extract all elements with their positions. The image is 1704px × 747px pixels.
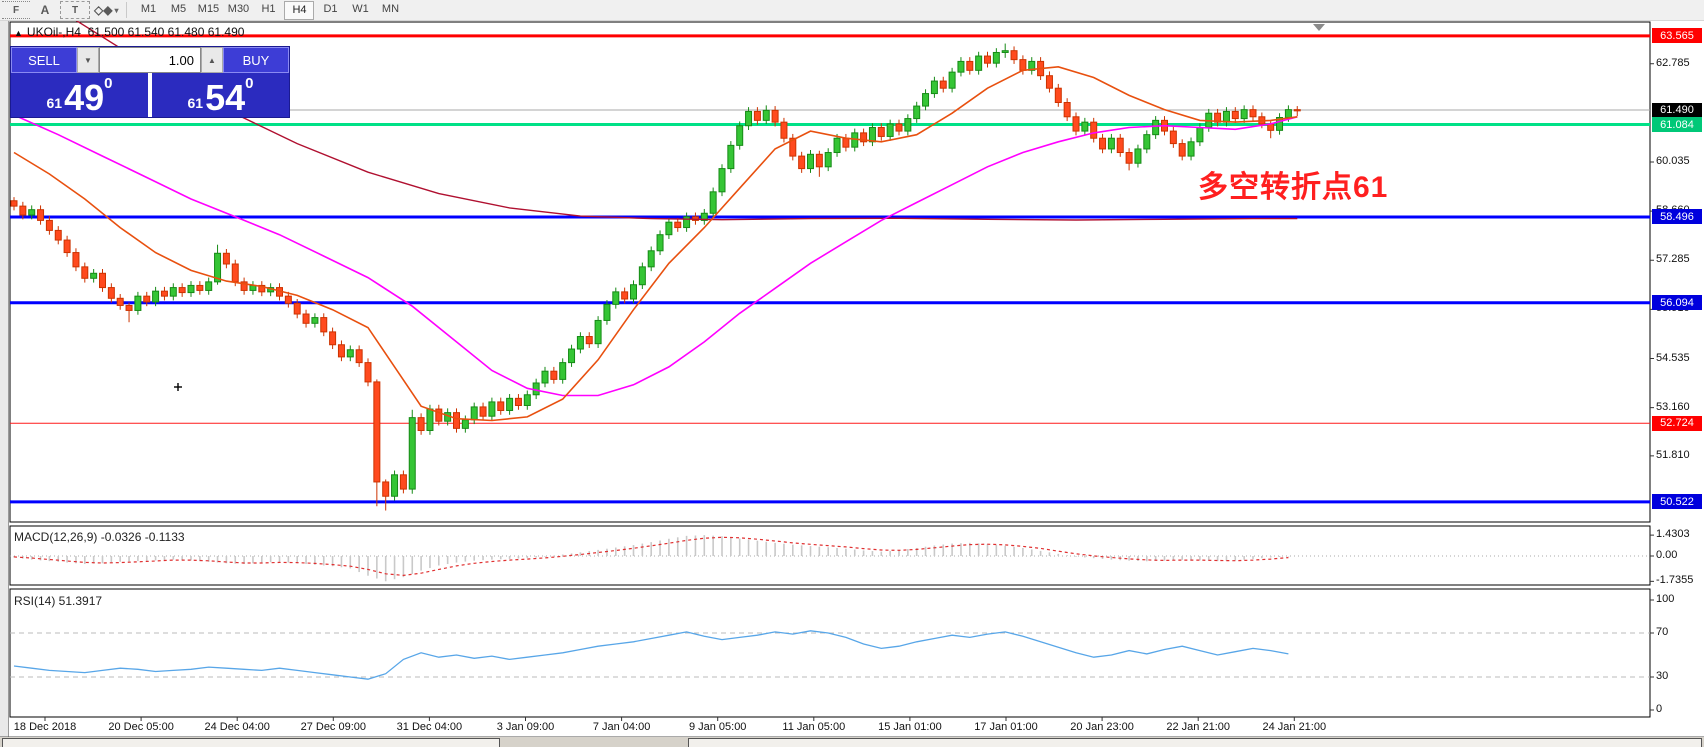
date-tick-label: 18 Dec 2018	[13, 721, 77, 733]
sell-price-pip: 0	[104, 75, 113, 92]
buy-price-whole: 61	[187, 95, 204, 111]
price-badge-61.084: 61.084	[1652, 117, 1702, 132]
sell-price-main: 49	[64, 77, 105, 118]
text-label-icon[interactable]: T	[60, 1, 90, 19]
symbol-timeframe: UKOil-,H4	[26, 25, 81, 39]
price-tick-label: 62.785	[1656, 56, 1690, 69]
timeframe-button-mn[interactable]: MN	[381, 3, 400, 15]
main-chart-frame	[9, 21, 1651, 523]
timeframe-group: M1 M5 M15 M30 H1 H4 D1 W1 MN	[133, 0, 405, 20]
shift-marker-icon	[1313, 24, 1325, 31]
buy-price-button[interactable]: 61 54 0	[152, 73, 289, 117]
macd-scale-label: -1.7355	[1656, 574, 1694, 587]
toolbar-separator	[126, 2, 128, 18]
price-tick-label: 54.535	[1656, 351, 1690, 364]
collapse-triangle-icon[interactable]: ▲	[14, 28, 23, 38]
bottom-tab[interactable]	[688, 738, 1702, 747]
sell-price-button[interactable]: 61 49 0	[11, 73, 148, 117]
macd-scale-label: 0.00	[1656, 549, 1678, 561]
ma-fast-line	[13, 65, 1298, 422]
timeframe-button-w1[interactable]: W1	[352, 3, 369, 15]
timeframe-button-h1[interactable]: H1	[261, 3, 276, 15]
bottom-tabs-strip	[0, 737, 1704, 747]
price-badge-58.496: 58.496	[1652, 209, 1702, 225]
candles	[10, 43, 1301, 511]
timeframe-button-d1[interactable]: D1	[323, 3, 338, 15]
rsi-scale-label: 0	[1656, 703, 1663, 715]
price-badge-50.522: 50.522	[1652, 494, 1702, 510]
price-divider	[148, 73, 152, 117]
price-tick-label: 51.810	[1656, 448, 1690, 461]
sell-button[interactable]: SELL	[11, 47, 77, 73]
date-tick-label: 31 Dec 04:00	[396, 721, 463, 733]
rsi-line	[13, 630, 1289, 680]
rsi-scale-label: 30	[1656, 670, 1669, 682]
date-tick-label: 3 Jan 09:00	[496, 721, 555, 733]
date-tick-label: 20 Jan 23:00	[1070, 721, 1134, 733]
rsi-scale-label: 100	[1656, 593, 1675, 605]
buy-price-main: 54	[205, 77, 246, 118]
rsi-scale-label: 70	[1656, 626, 1669, 638]
date-tick-label: 7 Jan 04:00	[592, 721, 651, 733]
timeframe-button-m5[interactable]: M5	[170, 3, 187, 15]
macd-histogram	[13, 535, 1290, 582]
rsi-panel-frame	[9, 588, 1651, 718]
rsi-indicator-label: RSI(14) 51.3917	[14, 594, 103, 608]
fibonacci-icon[interactable]: F	[2, 1, 30, 19]
buy-button[interactable]: BUY	[223, 47, 289, 73]
price-tick-label: 53.160	[1656, 400, 1690, 413]
timeframe-button-h4[interactable]: H4	[284, 0, 315, 20]
timeframe-button-m15[interactable]: M15	[197, 3, 220, 15]
ma-slow-line	[75, 19, 1298, 221]
volume-input[interactable]	[100, 51, 200, 69]
toolbar: F A T ◇◆ ▾ M1 M5 M15 M30 H1 H4 D1 W1 MN	[0, 0, 1704, 21]
date-tick-label: 11 Jan 05:00	[782, 721, 846, 733]
price-badge-56.094: 56.094	[1652, 295, 1702, 311]
text-icon[interactable]: A	[40, 3, 50, 17]
date-tick-label: 22 Jan 21:00	[1166, 721, 1230, 733]
date-tick-label: 17 Jan 01:00	[974, 721, 1038, 733]
bottom-tab[interactable]	[2, 738, 500, 747]
price-badge-61.490: 61.490	[1652, 102, 1702, 118]
macd-indicator-label: MACD(12,26,9) -0.0326 -0.1133	[14, 530, 185, 544]
date-tick-label: 24 Dec 04:00	[204, 721, 270, 733]
ma-mid-line	[13, 114, 1298, 397]
date-tick-label: 27 Dec 09:00	[300, 721, 367, 733]
sell-price-whole: 61	[46, 95, 63, 111]
volume-decrease-button[interactable]: ▼	[77, 47, 99, 73]
ohlc-quote: 61.500 61.540 61.480 61.490	[87, 25, 245, 39]
price-tick-label: 57.285	[1656, 253, 1690, 266]
chevron-down-icon: ▾	[114, 5, 119, 15]
chart-annotation-text: 多空转折点61	[1198, 171, 1389, 204]
window-left-edge	[0, 20, 9, 747]
macd-scale-label: 1.4303	[1656, 528, 1690, 541]
volume-increase-button[interactable]: ▲	[201, 47, 223, 73]
price-badge-52.724: 52.724	[1652, 415, 1702, 431]
timeframe-button-m1[interactable]: M1	[140, 3, 157, 15]
chart-title: ▲ UKOil-,H4 61.500 61.540 61.480 61.490	[14, 25, 244, 39]
date-tick-label: 15 Jan 01:00	[878, 721, 942, 733]
buy-price-pip: 0	[245, 75, 254, 92]
time-axis[interactable]	[9, 718, 1704, 737]
volume-field-wrap	[99, 47, 201, 73]
arrows-icon[interactable]: ◇◆ ▾	[94, 3, 119, 17]
date-tick-label: 24 Jan 21:00	[1262, 721, 1327, 733]
price-tick-label: 60.035	[1656, 154, 1690, 167]
macd-signal-line	[13, 536, 1289, 577]
date-tick-label: 9 Jan 05:00	[688, 721, 747, 733]
price-badge-63.565: 63.565	[1652, 28, 1702, 44]
date-tick-label: 20 Dec 05:00	[108, 721, 174, 733]
timeframe-button-m30[interactable]: M30	[227, 3, 250, 15]
